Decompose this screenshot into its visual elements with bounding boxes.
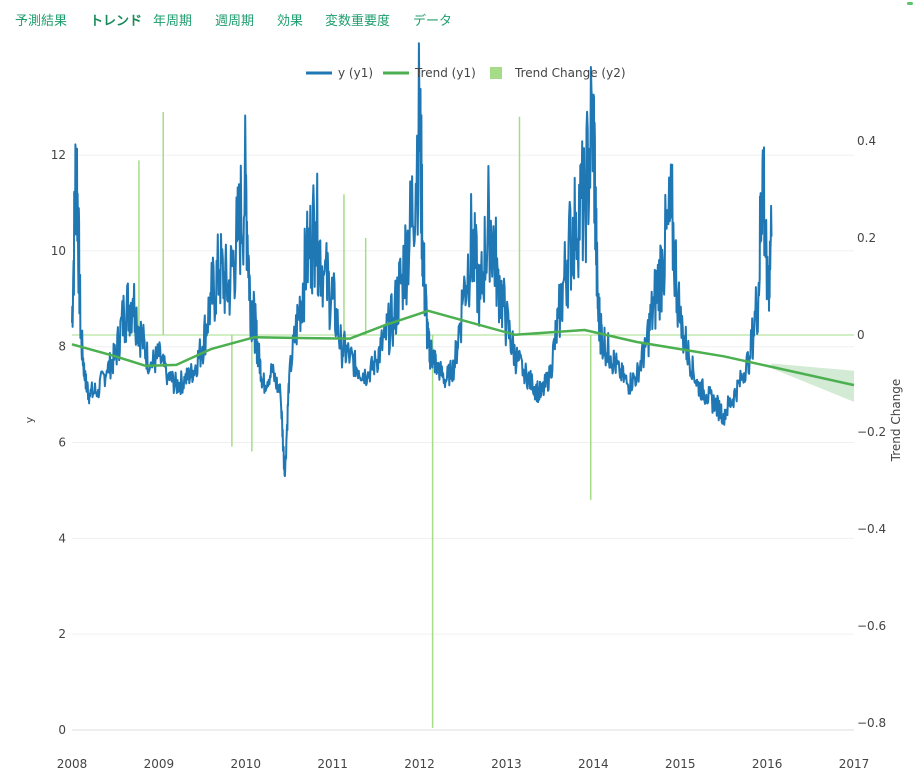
x-tick-label: 2012 — [404, 757, 435, 771]
y-tick-label: 6 — [58, 436, 66, 450]
x-tick-label: 2013 — [491, 757, 522, 771]
grid-layer — [72, 154, 854, 731]
x-tick-label: 2010 — [231, 757, 262, 771]
y2-tick-label: 0.2 — [857, 231, 876, 245]
tab-trend[interactable]: トレンド — [90, 14, 143, 29]
y-axis-title: y — [23, 416, 36, 423]
tab-variable-importance[interactable]: 変数重要度 — [325, 14, 391, 29]
y-tick-label: 12 — [51, 148, 66, 162]
series-trend-line[interactable] — [71, 309, 855, 387]
forecast-band-layer — [771, 363, 854, 402]
y-tick-label: 8 — [58, 340, 66, 354]
tab-weekly[interactable]: 週周期 — [215, 14, 255, 29]
y2-tick-label: −0.8 — [857, 716, 886, 730]
forecast-band — [771, 363, 854, 402]
legend-trend-label[interactable]: Trend (y1) — [414, 66, 476, 80]
x-tick-label: 2008 — [57, 757, 88, 771]
y2-tick-label: −0.2 — [857, 425, 886, 439]
axis-layer: 0 2 4 6 8 10 12 0.4 0.2 0 −0.2 −0.4 −0.6 −0.8 2008 2009… — [51, 134, 886, 771]
x-tick-label: 2015 — [665, 757, 696, 771]
trend-change-layer — [72, 111, 854, 728]
series-layer — [71, 42, 855, 478]
y2-tick-label: 0.4 — [857, 134, 876, 148]
y-tick-label: 4 — [58, 531, 66, 545]
tab-data[interactable]: データ — [413, 14, 453, 29]
x-tick-label: 2011 — [317, 757, 348, 771]
legend-y-label[interactable]: y (y1) — [338, 66, 373, 80]
x-tick-label: 2016 — [752, 757, 783, 771]
y-tick-label: 0 — [58, 723, 66, 737]
tab-yearly[interactable]: 年周期 — [153, 14, 193, 29]
y2-tick-label: −0.6 — [857, 619, 886, 633]
y-tick-label: 10 — [51, 244, 66, 258]
y2-tick-label: −0.4 — [857, 522, 886, 536]
series-y-line[interactable] — [71, 42, 773, 478]
legend[interactable]: y (y1) Trend (y1) Trend Change (y2) — [306, 66, 626, 80]
legend-trend-change-swatch — [490, 67, 502, 79]
y2-axis-title: Trend Change — [889, 379, 903, 463]
status-indicator — [907, 2, 913, 5]
tab-effects[interactable]: 効果 — [277, 14, 304, 29]
x-tick-label: 2009 — [144, 757, 175, 771]
x-tick-label: 2014 — [578, 757, 609, 771]
legend-trend-change-label[interactable]: Trend Change (y2) — [514, 66, 626, 80]
tab-forecast-result[interactable]: 予測結果 — [15, 14, 68, 29]
y2-tick-label: 0 — [857, 328, 865, 342]
nav-tabs: 予測結果 トレンド 年周期 週周期 効果 変数重要度 データ — [0, 0, 915, 40]
x-tick-label: 2017 — [839, 757, 870, 771]
y-tick-label: 2 — [58, 627, 66, 641]
